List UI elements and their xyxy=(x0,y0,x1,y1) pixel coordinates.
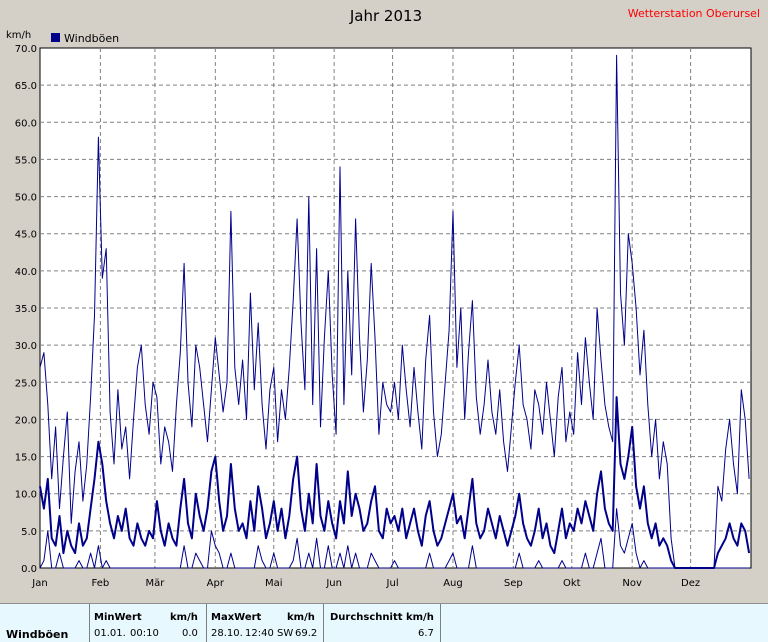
x-tick-label: Okt xyxy=(563,578,581,589)
max-time: 12:40 xyxy=(245,628,274,639)
x-tick-label: Feb xyxy=(92,578,110,589)
y-tick-label: 5.0 xyxy=(21,527,37,538)
y-tick-label: 70.0 xyxy=(15,44,37,55)
x-tick-label: Apr xyxy=(207,578,225,589)
series-line-max xyxy=(39,54,750,569)
y-tick-label: 60.0 xyxy=(15,118,37,129)
legend-swatch xyxy=(51,33,60,42)
series-layer xyxy=(39,54,751,569)
min-value: 0.0 xyxy=(182,628,198,639)
max-date: 28.10. xyxy=(211,628,243,639)
station-name: Wetterstation Oberursel xyxy=(628,7,760,20)
series-line-min xyxy=(39,508,750,569)
x-tick-label: Jul xyxy=(386,578,399,589)
y-tick-label: 55.0 xyxy=(15,155,37,166)
summary-avg-cell: Durchschnitt km/h 6.7 xyxy=(324,604,441,642)
max-direction: SW xyxy=(277,628,294,639)
x-tick-label: Sep xyxy=(504,578,523,589)
chart-svg: Jahr 2013 Wetterstation Oberursel km/h 0… xyxy=(6,7,760,589)
y-tick-label: 30.0 xyxy=(15,341,37,352)
avg-value: 6.7 xyxy=(418,628,434,639)
min-header: MinWert xyxy=(94,612,142,623)
y-tick-label: 65.0 xyxy=(15,81,37,92)
avg-header: Durchschnitt km/h xyxy=(330,612,434,623)
x-tick-label: Mär xyxy=(145,578,165,589)
x-tick-label: Aug xyxy=(443,578,463,589)
y-tick-label: 20.0 xyxy=(15,415,37,426)
summary-row-label: Windböen xyxy=(6,628,69,641)
series-line-mean xyxy=(39,396,751,569)
y-tick-label: 10.0 xyxy=(15,490,37,501)
y-tick-label: 45.0 xyxy=(15,230,37,241)
summary-label-cell: Windböen xyxy=(0,604,90,642)
y-tick-label: 40.0 xyxy=(15,267,37,278)
grid-lines xyxy=(40,48,751,568)
legend: Windböen xyxy=(51,32,119,45)
legend-label: Windböen xyxy=(64,32,119,45)
y-tick-labels: 0.0 5.0 10.0 15.0 20.0 25.0 30.0 35.0 40.0 45.0 50… xyxy=(15,44,37,575)
max-unit: km/h xyxy=(287,612,315,623)
x-tick-label: Mai xyxy=(265,578,283,589)
y-tick-label: 15.0 xyxy=(15,453,37,464)
y-tick-label: 35.0 xyxy=(15,304,37,315)
y-axis-label: km/h xyxy=(6,30,31,41)
min-unit: km/h xyxy=(170,612,198,623)
max-value: 69.2 xyxy=(295,628,318,639)
summary-table: Windböen MinWert km/h 01.01. 00:10 0.0 M… xyxy=(0,603,768,642)
x-tick-labels: Jan Feb Mär Apr Mai Jun Jul Aug Sep Okt Nov Dez xyxy=(31,578,700,589)
min-date: 01.01. xyxy=(94,628,126,639)
min-time: 00:10 xyxy=(130,628,159,639)
x-tick-label: Dez xyxy=(681,578,700,589)
y-tick-label: 0.0 xyxy=(21,564,37,575)
summary-min-cell: MinWert km/h 01.01. 00:10 0.0 xyxy=(90,604,207,642)
max-header: MaxWert xyxy=(211,612,262,623)
x-tick-label: Nov xyxy=(622,578,642,589)
summary-max-cell: MaxWert km/h 28.10. 12:40 SW 69.2 xyxy=(207,604,324,642)
chart-title: Jahr 2013 xyxy=(349,7,422,25)
y-tick-label: 25.0 xyxy=(15,378,37,389)
x-tick-label: Jun xyxy=(325,578,342,589)
y-tick-label: 50.0 xyxy=(15,193,37,204)
x-tick-label: Jan xyxy=(31,578,47,589)
